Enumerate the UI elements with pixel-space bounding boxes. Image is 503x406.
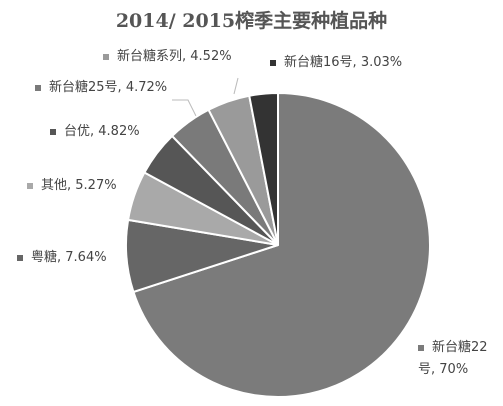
data-label: 新台糖系列, 4.52% bbox=[103, 46, 232, 68]
data-label: 台优, 4.82% bbox=[50, 121, 140, 143]
label-separator: , bbox=[57, 250, 66, 265]
label-marker bbox=[103, 53, 109, 60]
label-value: 7.64% bbox=[65, 250, 107, 265]
label-category: 新台糖系列 bbox=[117, 49, 183, 64]
label-category: 新台糖16号 bbox=[284, 55, 353, 70]
label-category: 其他 bbox=[41, 178, 68, 193]
label-separator: , bbox=[67, 178, 76, 193]
chart-title: 2014/ 2015榨季主要种植品种 bbox=[115, 10, 388, 32]
leader-line bbox=[172, 99, 197, 117]
label-value: 5.27% bbox=[75, 178, 117, 193]
pie-slice bbox=[248, 91, 279, 246]
label-value: 70% bbox=[439, 362, 469, 377]
label-marker bbox=[27, 182, 33, 189]
label-separator: , bbox=[352, 55, 361, 70]
label-value: 3.03% bbox=[360, 55, 403, 70]
label-marker bbox=[50, 128, 56, 135]
data-label: 新台糖22号, 70% bbox=[418, 337, 498, 381]
label-category: 台优 bbox=[64, 124, 91, 139]
label-separator: , bbox=[117, 80, 126, 95]
pie-slice bbox=[132, 91, 431, 398]
label-value: 4.52% bbox=[190, 49, 232, 64]
data-label: 新台糖16号, 3.03% bbox=[270, 52, 402, 74]
label-value: 4.72% bbox=[125, 80, 168, 95]
label-marker bbox=[17, 254, 23, 261]
label-marker bbox=[418, 344, 424, 351]
data-label: 新台糖25号, 4.72% bbox=[35, 77, 167, 99]
label-separator: , bbox=[182, 49, 191, 64]
label-category: 新台糖25号 bbox=[49, 80, 118, 95]
label-marker bbox=[35, 84, 41, 91]
leader-line bbox=[233, 77, 239, 95]
label-category: 新台糖22号 bbox=[418, 340, 488, 377]
label-category: 粤糖 bbox=[31, 250, 58, 265]
data-label: 粤糖, 7.64% bbox=[17, 247, 107, 269]
data-label: 其他, 5.27% bbox=[27, 175, 117, 197]
label-value: 4.82% bbox=[98, 124, 140, 139]
label-marker bbox=[270, 59, 276, 66]
label-separator: , bbox=[90, 124, 99, 139]
label-separator: , bbox=[431, 362, 440, 377]
